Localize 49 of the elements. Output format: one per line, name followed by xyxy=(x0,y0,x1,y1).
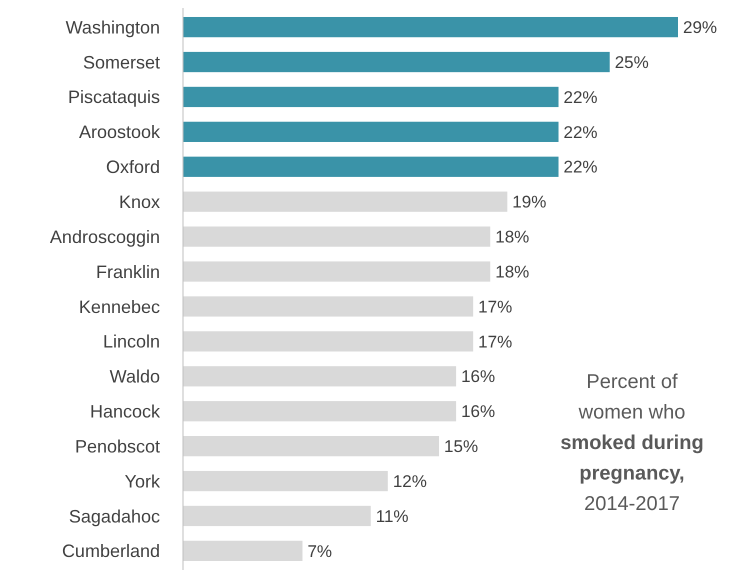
bar xyxy=(183,86,559,108)
y-tick-label: Knox xyxy=(118,192,160,212)
bar xyxy=(183,296,474,317)
data-label: 17% xyxy=(478,332,512,352)
bar xyxy=(183,52,610,72)
data-label: 22% xyxy=(564,158,598,177)
bar xyxy=(183,156,559,177)
annotation: Percent of women who smoked during pregnancy, 2014-2017 xyxy=(560,371,704,515)
y-tick-label: Hancock xyxy=(90,402,161,422)
data-label: 17% xyxy=(478,297,512,316)
data-label: 11% xyxy=(376,506,409,526)
y-tick-label: Lincoln xyxy=(102,332,160,352)
y-tick-label: Piscataquis xyxy=(68,87,160,108)
bar xyxy=(183,540,302,562)
bar xyxy=(183,122,559,142)
y-tick-label: Androscoggin xyxy=(50,226,160,247)
y-tick-label: Waldo xyxy=(110,366,160,387)
data-label: 15% xyxy=(444,437,478,456)
y-tick-label: Aroostook xyxy=(78,122,161,142)
bar xyxy=(183,470,388,492)
data-label: 7% xyxy=(307,542,332,561)
y-tick-label: Franklin xyxy=(96,262,160,282)
data-label: 25% xyxy=(614,52,649,72)
bar xyxy=(183,261,490,282)
bar xyxy=(183,366,456,386)
bar xyxy=(183,401,456,422)
data-label: 19% xyxy=(512,192,546,212)
bar xyxy=(183,16,678,38)
data-label: 16% xyxy=(461,367,496,386)
bar xyxy=(183,331,474,352)
data-label: 16% xyxy=(461,402,496,422)
y-tick-label: Cumberland xyxy=(62,541,160,562)
y-tick-label: Sagadahoc xyxy=(68,506,160,526)
y-tick-label: Kennebec xyxy=(78,296,160,317)
data-label: 22% xyxy=(564,122,598,142)
bar xyxy=(183,192,508,212)
data-label: 12% xyxy=(392,472,427,492)
y-tick-label: Washington xyxy=(66,17,160,38)
bar xyxy=(183,506,371,526)
bar xyxy=(183,436,440,456)
bar xyxy=(183,226,490,247)
data-label: 18% xyxy=(495,262,530,282)
y-tick-label: Oxford xyxy=(106,157,160,178)
data-label: 29% xyxy=(683,18,718,38)
data-label: 22% xyxy=(564,88,598,107)
data-label: 18% xyxy=(495,228,530,247)
y-tick-label: Penobscot xyxy=(74,436,160,456)
y-tick-label: York xyxy=(124,471,161,492)
y-tick-label: Somerset xyxy=(82,52,160,72)
